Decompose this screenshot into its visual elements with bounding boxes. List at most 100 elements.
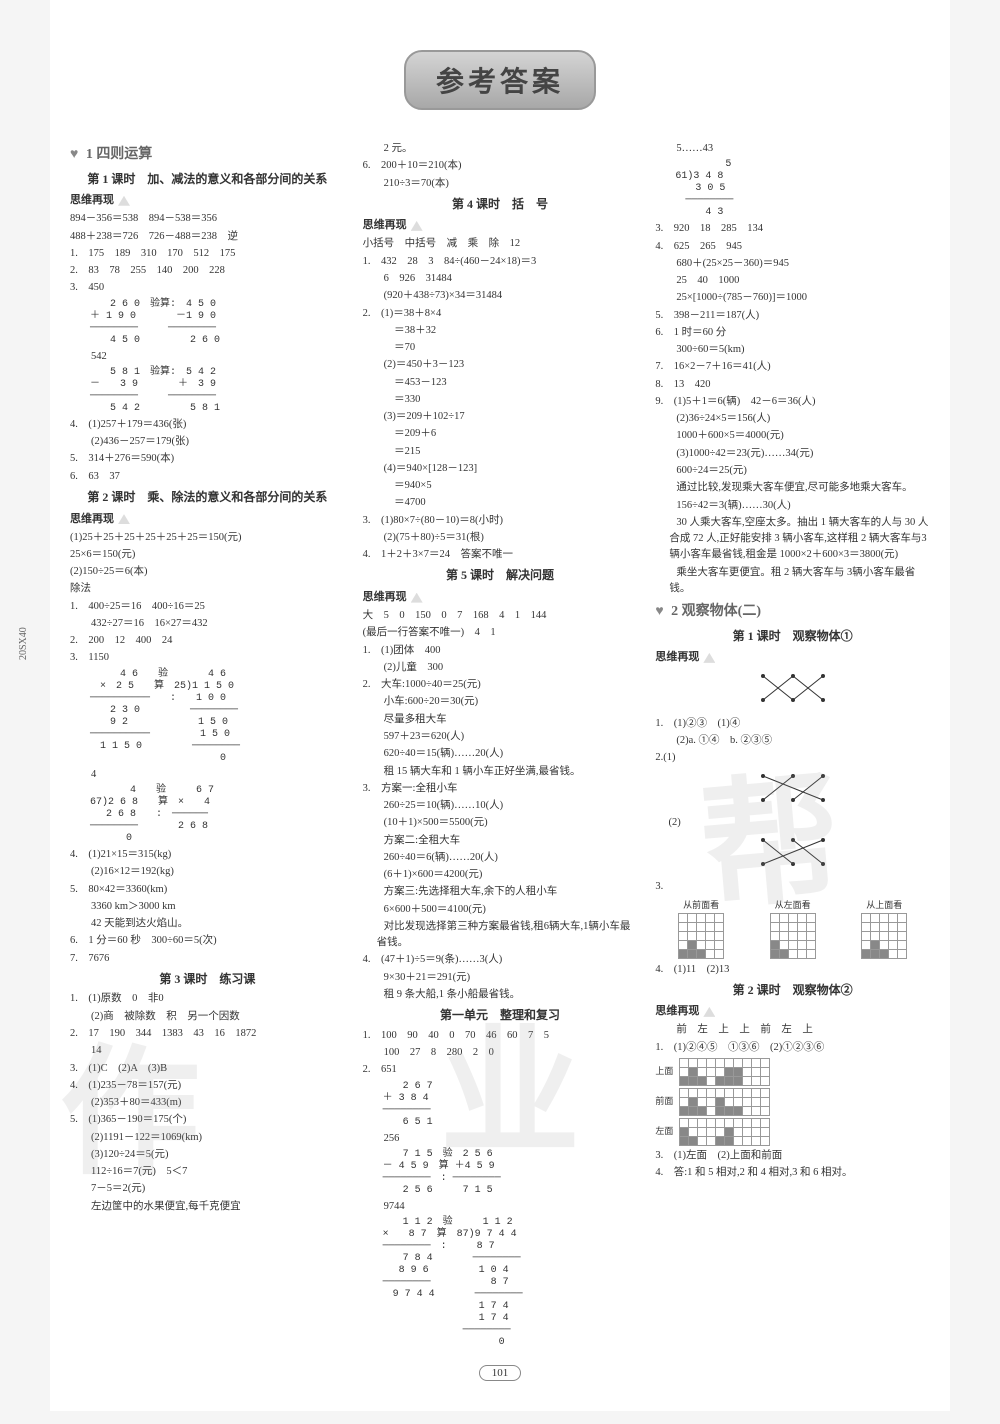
c2-s1: 1. (1)团体 400 [363,643,638,659]
face-front-label: 前面 [655,1095,673,1109]
title-banner: 参考答案 [70,50,930,110]
grid-front-label: 从前面看 [678,899,724,913]
c2-t6: 6. 200＋10＝210(本) [363,158,638,174]
c3-o4: 4. (1)11 (2)13 [655,962,930,978]
c1-p5b: 3360 km＞3000 km [70,899,345,915]
c1-l2a: (1)25＋25＋25＋25＋25＋25＝150(元) [70,530,345,546]
c2-q1b: 6 926 31484 [363,271,638,287]
c2-l5b: (最后一行答案不唯一) 4 1 [363,625,638,641]
c2-s2d: 597＋23＝620(人) [363,729,638,745]
calc7: 1 1 2 验 1 1 2 × 8 7 算 87)9 7 4 4 ───────… [383,1217,638,1349]
c2-q1c: (920＋438÷73)×34＝31484 [363,288,638,304]
c1-r2: 2. 17 190 344 1383 43 16 1872 [70,1026,345,1042]
c1-q3: 3. 450 [70,280,345,296]
c1-r4: 4. (1)235－78＝157(元) [70,1078,345,1094]
c1-q6: 6. 63 37 [70,469,345,485]
c1-l2c: (2)150÷25＝6(本) [70,564,345,580]
c3-q7: 7. 16×2－7＋16＝41(人) [655,359,930,375]
c1-r1: 1. (1)原数 0 非0 [70,991,345,1007]
c2-s3: 3. 方案一:全租小车 [363,781,638,797]
unit1-num: 1 [86,147,93,162]
c2-s2: 2. 大车:1000÷40＝25(元) [363,677,638,693]
page-number-wrap: 101 [70,1365,930,1381]
c2-q2f: ＝330 [363,392,638,408]
cross-diagram-3 [655,832,930,878]
c1-q4: 4. (1)257＋179＝436(张) [70,417,345,433]
c3-h1: 前 左 上 上 前 左 上 [655,1022,930,1038]
calc4: 4 验 6 7 67)2 6 8 算 × 4 2 6 8 : ────── ──… [90,785,345,845]
c3-o1: 1. (1)②③ (1)④ [655,716,930,732]
c1-r4b: (2)353＋80＝433(m) [70,1095,345,1111]
c2-top1: 2 元。 [363,141,638,157]
c2-v1: 1. 100 90 40 0 70 46 60 7 5 [363,1028,638,1044]
unit1-bullet: ♥ [70,147,78,162]
think2: 思维再现 [70,511,345,528]
c2-s3g: 方案三:先选择租大车,余下的人租小车 [363,884,638,900]
c2-s3e: 260÷40＝6(辆)……20(人) [363,850,638,866]
face-top-label: 上面 [655,1065,673,1079]
c2-s3c: (10＋1)×500＝5500(元) [363,815,638,831]
c2-s4c: 租 9 条大船,1 条小船最省钱。 [363,987,638,1003]
calc3: 4 6 验 4 6 × 2 5 算 25)1 1 5 0 ────────── … [90,669,345,765]
c1-l1b: 488＋238＝726 726－488＝238 逆 [70,229,345,245]
c1-p5c: 42 天能到达火焰山。 [70,916,345,932]
review: 第一单元 整理和复习 [363,1006,638,1025]
side-code: 20SX40 [18,627,29,660]
obs-lesson1: 第 1 课时 观察物体① [655,627,930,646]
c2-s3f: (6＋1)×600＝4200(元) [363,867,638,883]
grid-top: 从上面看 [861,899,907,959]
think-obs: 思维再现 [655,649,930,666]
c3-q9b: (2)36÷24×5＝156(人) [655,411,930,427]
think4: 思维再现 [363,217,638,234]
c2-s3d: 方案二:全租大车 [363,833,638,849]
lesson5: 第 5 课时 解决问题 [363,566,638,585]
c2-q2d: (2)＝450＋3－123 [363,357,638,373]
c1-r2b: 14 [70,1043,345,1059]
lesson2: 第 2 课时 乘、除法的意义和各部分间的关系 [70,488,345,507]
c3-q6: 6. 1 时＝60 分 [655,325,930,341]
c3-q9c: 1000＋600×5＝4000(元) [655,428,930,444]
c2-q4: 4. 1＋2＋3×7＝24 答案不唯一 [363,547,638,563]
unit2-bullet: ♥ [655,604,663,619]
unit1-title: 四则运算 [96,147,152,162]
c3-q4d: 25×[1000÷(785－760)]＝1000 [655,290,930,306]
c3-o2b: (2) [655,815,930,831]
face-left-label: 左面 [655,1125,673,1139]
c3-q4c: 25 40 1000 [655,273,930,289]
column-3: 5……43 5 61)3 4 8 3 0 5 ──────── 4 3 3. 9… [655,140,930,1351]
c3-q5: 5. 398－211＝187(人) [655,308,930,324]
c1-p6: 6. 1 分＝60 秒 300÷60＝5(次) [70,933,345,949]
c2-v1b: 100 27 8 280 2 0 [363,1045,638,1061]
c1-q3b: 542 [70,349,345,365]
c2-s2e: 620÷40＝15(辆)……20(人) [363,746,638,762]
c2-q2j: (4)＝940×[128－123] [363,461,638,477]
c1-l2d: 除法 [70,581,345,597]
c1-q4b: (2)436－257＝179(张) [70,434,345,450]
c3-o1b: (2)a. ①④ b. ②③⑤ [655,733,930,749]
c2-q2c: ＝70 [363,340,638,356]
c2-v2c: 9744 [363,1199,638,1215]
c2-s2c: 尽量多租大车 [363,712,638,728]
c2-s1b: (2)儿童 300 [363,660,638,676]
unit2-title: 观察物体(二) [682,604,761,619]
c1-q1: 1. 175 189 310 170 512 175 [70,246,345,262]
c1-r5e: 7－5＝2(元) [70,1181,345,1197]
c2-s3h: 6×600＋500＝4100(元) [363,902,638,918]
c2-q2k: ＝940×5 [363,478,638,494]
cross-diagram-2 [655,768,930,814]
c2-q1: 1. 432 28 3 84÷(460－24×18)＝3 [363,254,638,270]
page-container: 参考答案 ♥ 1 四则运算 第 1 课时 加、减法的意义和各部分间的关系 思维再… [50,0,950,1411]
calc6: 7 1 5 验 2 5 6 － 4 5 9 算 ＋4 5 9 ──────── … [383,1149,638,1197]
grid-top-label: 从上面看 [861,899,907,913]
calc2: 5 8 1 验算: 5 4 2 － 3 9 ＋ 3 9 ──────── ───… [90,367,345,415]
c2-l4a: 小括号 中括号 减 乘 除 12 [363,236,638,252]
unit2-num: 2 [671,604,678,619]
c1-p3: 3. 1150 [70,650,345,666]
unit2-head: ♥ 2 观察物体(二) [655,601,930,623]
c1-p3b: 4 [70,767,345,783]
c1-p7: 7. 7676 [70,951,345,967]
c3-o2: 2.(1) [655,750,930,766]
obs-lesson2: 第 2 课时 观察物体② [655,981,930,1000]
grid-left-label: 从左面看 [770,899,816,913]
c2-s3i: 对比发现选择第三种方案最省钱,租6辆大车,1辆小车最省钱。 [363,919,638,952]
